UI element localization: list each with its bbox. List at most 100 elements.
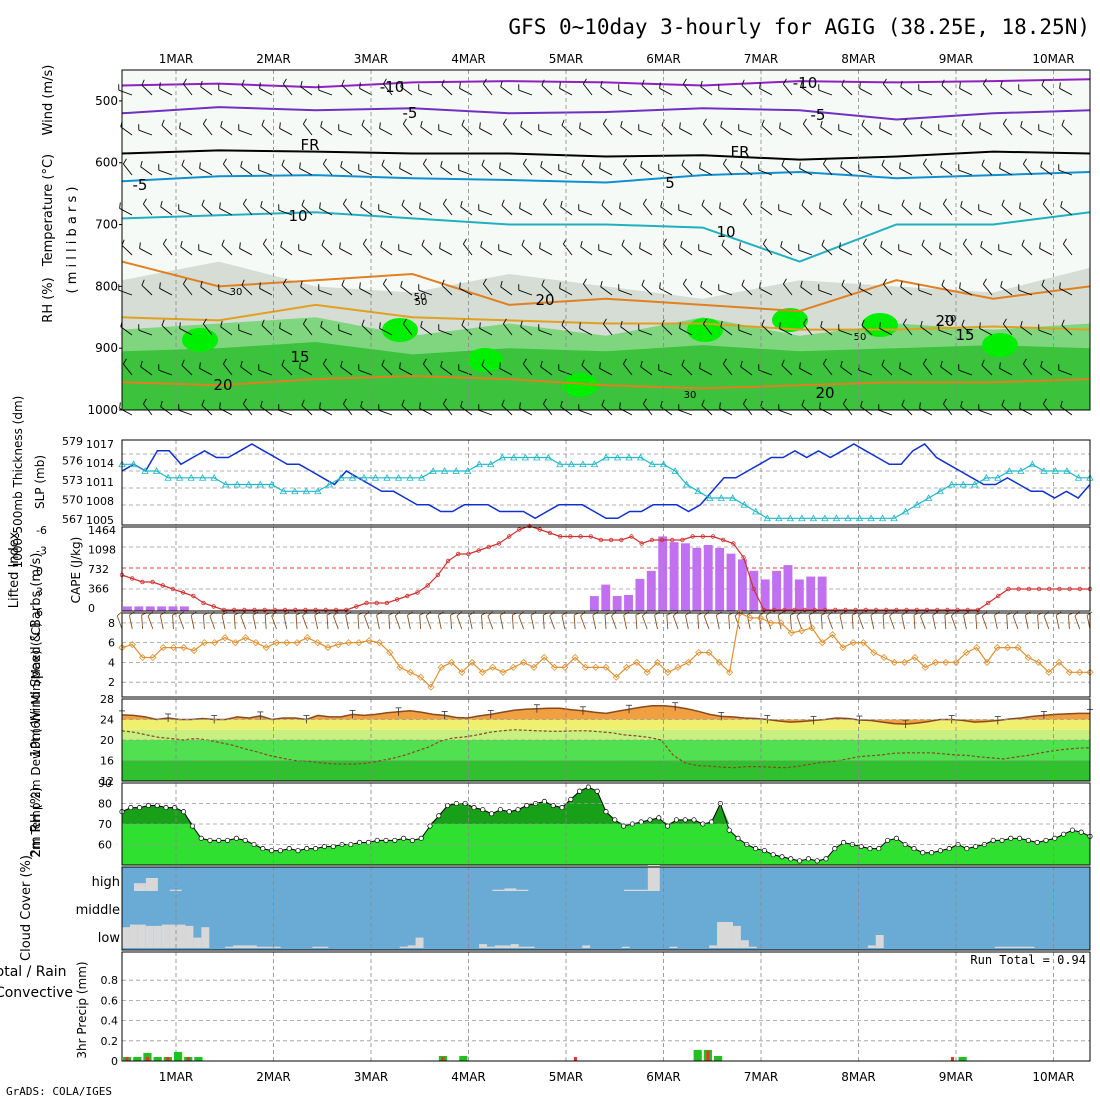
cape-bar <box>726 553 736 611</box>
rh2m-marker <box>893 835 899 841</box>
thickness-marker <box>1005 467 1014 474</box>
upper-wind-barb-flag <box>759 82 761 89</box>
precip-legend-total: Total / Rain <box>0 964 67 980</box>
lifted-ylabel: Lifted Index <box>7 531 22 608</box>
upper-wind-barb <box>340 166 353 176</box>
upper-wind-barb <box>259 88 273 96</box>
upper-wind-barb <box>179 128 193 136</box>
upper-wind-barb-flag <box>599 362 601 369</box>
upper-wind-barb-flag <box>180 240 183 247</box>
upper-wind-barb <box>781 164 793 176</box>
upper-ytick: 700 <box>95 218 118 232</box>
rh2m-marker <box>401 835 407 841</box>
upper-wind-barb <box>199 368 213 376</box>
upper-wind-barb <box>378 409 393 416</box>
rh2m-marker <box>330 843 336 850</box>
upper-wind-barb <box>681 164 693 176</box>
upper-wind-barb <box>198 249 213 256</box>
rh2m-ylabel: 2m RH (%) <box>29 787 44 858</box>
rh-core <box>467 348 503 372</box>
upper-wind-barb <box>678 209 693 216</box>
wind-speed-marker <box>1024 653 1032 662</box>
rh2m-marker <box>269 848 275 854</box>
lifted-marker <box>955 607 960 613</box>
thickness-marker <box>406 473 414 481</box>
cloud-bar-low <box>264 946 273 948</box>
upper-wind-barb <box>640 166 653 176</box>
wind-speed-marker <box>159 644 167 652</box>
isotherm-label: 15 <box>290 348 309 366</box>
upper-wind-barb <box>118 289 133 296</box>
upper-wind-barb <box>1041 284 1053 296</box>
upper-wind-barb-flag <box>522 358 527 365</box>
upper-wind-barb <box>483 83 493 96</box>
upper-wind-barb-flag <box>840 360 843 367</box>
upper-wind-barb-flag <box>879 322 881 329</box>
upper-wind-barb <box>478 209 493 216</box>
wind10m-barb <box>604 615 607 630</box>
upper-wind-barb <box>143 403 153 416</box>
upper-wind-barb-flag <box>1019 202 1021 209</box>
upper-wind-barb <box>123 363 133 376</box>
upper-wind-barb <box>923 163 933 176</box>
thickness-marker <box>222 480 230 488</box>
wind10m-barb-flag <box>796 611 802 617</box>
upper-wind-barb <box>423 163 433 176</box>
wind10m-barb <box>240 615 246 630</box>
thickness-marker <box>1051 467 1060 474</box>
wind10m-barb <box>611 615 617 630</box>
upper-wind-barb <box>799 368 813 376</box>
cloud-bar-low <box>502 945 511 948</box>
upper-wind-barb <box>239 248 253 256</box>
upper-wind-barb-flag <box>939 242 941 249</box>
wind-speed-marker <box>849 639 857 647</box>
wind10m-barb <box>666 615 669 630</box>
upper-wind-barb <box>861 124 873 136</box>
wind10m-barb <box>672 615 679 630</box>
upper-wind-barb <box>583 283 593 296</box>
upper-wind-barb-flag <box>960 200 963 207</box>
upper-wind-barb <box>358 369 373 376</box>
precip-convective-bar <box>125 1056 129 1061</box>
thickness-marker <box>129 460 138 468</box>
rh2m-marker <box>260 846 266 852</box>
lifted-marker <box>792 607 797 613</box>
upper-wind-barb <box>141 284 153 296</box>
cloud-bar-high <box>133 883 146 891</box>
upper-wind-barb <box>1038 129 1053 136</box>
upper-wind-barb <box>500 286 513 296</box>
upper-wind-barb <box>721 244 733 256</box>
upper-wind-barb <box>158 169 173 176</box>
upper-wind-barb <box>983 283 993 296</box>
upper-wind-barb <box>318 89 333 96</box>
precip-ytick: 0.8 <box>101 974 119 987</box>
wind10m-barb <box>901 615 906 630</box>
wind-ytick: 6 <box>108 637 115 650</box>
upper-wind-barb-flag <box>979 122 981 129</box>
upper-wind-barb-flag <box>440 360 443 367</box>
upper-wind-barb <box>561 124 573 136</box>
thickness-marker <box>959 480 967 488</box>
upper-frame <box>121 69 1091 411</box>
lifted-marker <box>425 583 430 588</box>
wind-speed-marker <box>437 663 445 671</box>
upper-wind-barb-flag <box>439 242 441 249</box>
cape-bar <box>772 570 782 611</box>
upper-wind-barb <box>320 126 333 136</box>
wind10m-barb <box>697 615 700 630</box>
upper-wind-barb <box>381 164 393 176</box>
upper-wind-barb <box>259 288 273 296</box>
upper-wind-barb <box>581 364 593 376</box>
cloud-bar-low <box>748 946 757 948</box>
upper-wind-barb <box>178 409 193 416</box>
upper-wind-barb <box>381 364 393 376</box>
upper-wind-barb-flag <box>122 358 127 365</box>
upper-wind-barb <box>343 403 353 416</box>
thickness-marker <box>1040 467 1048 474</box>
upper-wind-barb-flag <box>802 318 807 325</box>
cloud-bar-low <box>732 925 741 948</box>
cape-ytick: 732 <box>88 563 109 576</box>
thickness-marker <box>775 514 783 522</box>
upper-wind-barb <box>960 406 973 416</box>
thickness-marker <box>821 514 829 522</box>
